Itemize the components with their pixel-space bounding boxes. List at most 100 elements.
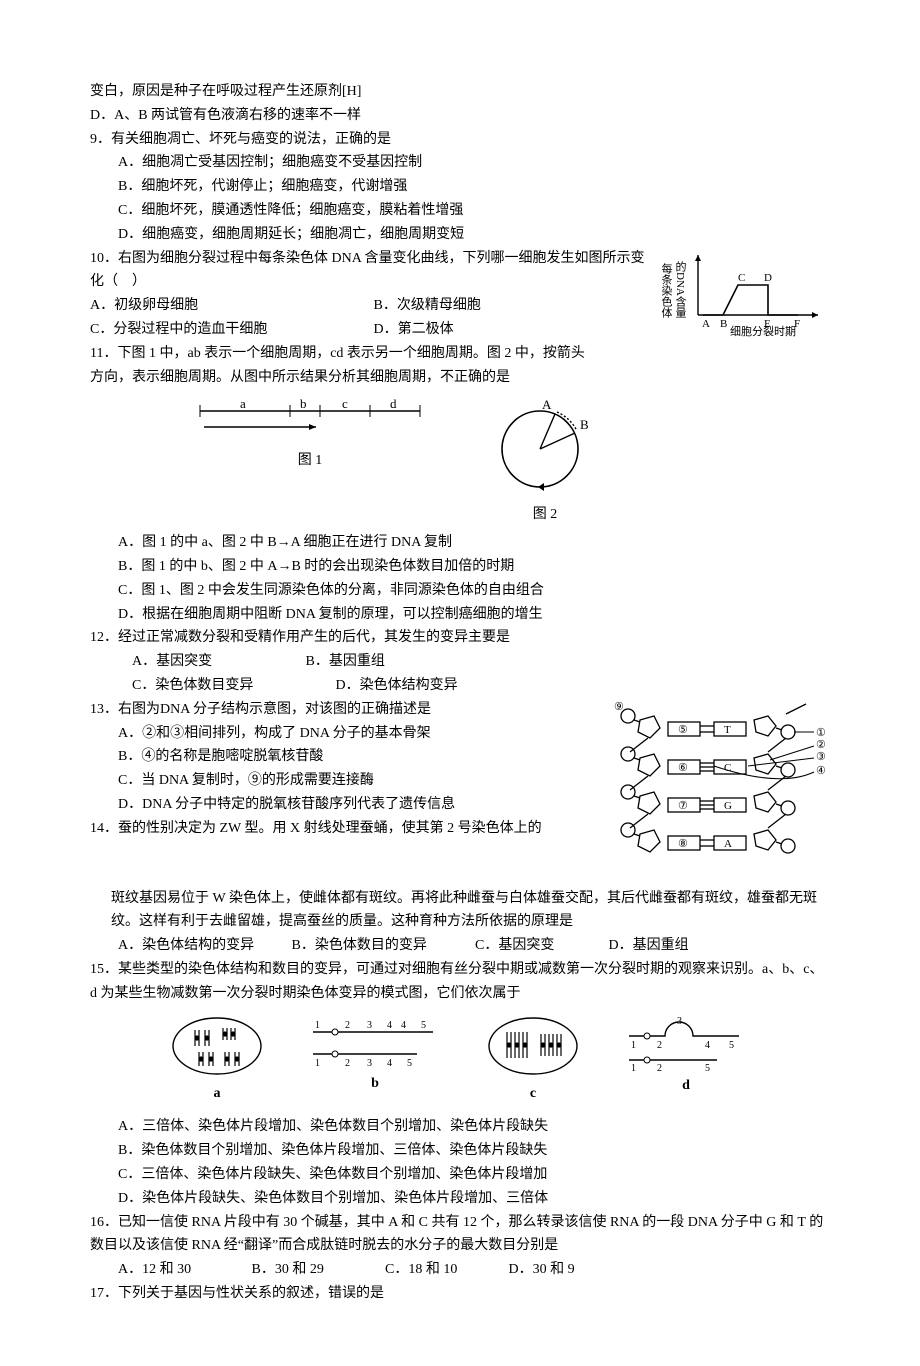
q15-opt-a: A．三倍体、染色体片段增加、染色体数目个别增加、染色体片段缺失 bbox=[90, 1115, 830, 1139]
svg-text:5: 5 bbox=[705, 1063, 710, 1072]
q11-opt-c: C．图 1、图 2 中会发生同源染色体的分离，非同源染色体的自由组合 bbox=[90, 579, 830, 603]
q11-opt-b: B．图 1 的中 b、图 2 中 A→B 时的会出现染色体数目加倍的时期 bbox=[90, 555, 830, 579]
q11-opt-a: A．图 1 的中 a、图 2 中 B→A 细胞正在进行 DNA 复制 bbox=[90, 531, 830, 555]
q15-fig-c: c bbox=[485, 1016, 581, 1106]
svg-text:2: 2 bbox=[345, 1020, 350, 1031]
svg-text:3: 3 bbox=[367, 1020, 372, 1031]
q10-chart: 每条染色体 的DNA含量 C D A B E F 细胞分裂时期 bbox=[660, 247, 830, 346]
q9-stem: 9．有关细胞凋亡、坏死与癌变的说法，正确的是 bbox=[90, 128, 830, 152]
svg-text:4: 4 bbox=[705, 1040, 710, 1051]
svg-text:D: D bbox=[764, 272, 772, 284]
q10-opt-d: D．第二极体 bbox=[374, 318, 454, 342]
q13-dna-figure: ⑤ T ⑥ C ⑦ G ⑧ A bbox=[610, 698, 830, 887]
q12-opt-b: B．基因重组 bbox=[306, 650, 385, 674]
svg-text:2: 2 bbox=[657, 1063, 662, 1072]
q15-fig-c-label: c bbox=[530, 1082, 536, 1106]
q15-stem: 15．某些类型的染色体结构和数目的变异，可通过对细胞有丝分裂中期或减数第一次分裂… bbox=[90, 958, 830, 1006]
svg-text:B: B bbox=[720, 318, 727, 330]
q10-opt-c: C．分裂过程中的造血干细胞 bbox=[90, 318, 370, 342]
q16-opt-b: B．30 和 29 bbox=[252, 1258, 382, 1282]
q15-figures: a 1 2 3 4 4 5 1 2 3 4 5 b bbox=[90, 1016, 830, 1106]
q11-fig2: A B 图 2 bbox=[490, 397, 600, 527]
svg-text:b: b bbox=[300, 397, 307, 411]
svg-text:A: A bbox=[542, 397, 552, 412]
q14-opts: A．染色体结构的变异 B．染色体数目的变异 C．基因突变 D．基因重组 bbox=[90, 934, 830, 958]
svg-text:B: B bbox=[580, 417, 589, 432]
q10-opt-b: B．次级精母细胞 bbox=[374, 294, 481, 318]
svg-text:G: G bbox=[724, 800, 732, 812]
q15-fig-b-label: b bbox=[371, 1072, 379, 1096]
q15-fig-a-label: a bbox=[214, 1082, 221, 1106]
q11-fig1-label: 图 1 bbox=[298, 449, 323, 473]
svg-text:⑨: ⑨ bbox=[614, 701, 624, 713]
q12-row1: A．基因突变 B．基因重组 bbox=[90, 650, 830, 674]
q14-opt-a: A．染色体结构的变异 bbox=[118, 934, 288, 958]
svg-text:1: 1 bbox=[631, 1063, 636, 1072]
q12-opt-a: A．基因突变 bbox=[132, 650, 302, 674]
q15-fig-a: a bbox=[169, 1016, 265, 1106]
svg-text:C: C bbox=[738, 272, 745, 284]
svg-text:2: 2 bbox=[345, 1058, 350, 1069]
svg-text:⑧: ⑧ bbox=[678, 838, 688, 850]
q11-fig1: a b c d 图 1 bbox=[190, 397, 430, 473]
svg-text:A: A bbox=[724, 838, 732, 850]
svg-text:A: A bbox=[702, 318, 710, 330]
svg-text:⑦: ⑦ bbox=[678, 800, 688, 812]
svg-text:4: 4 bbox=[387, 1058, 392, 1069]
q11-figures: a b c d 图 1 A B 图 2 bbox=[190, 397, 830, 527]
svg-text:④: ④ bbox=[816, 765, 826, 777]
svg-text:2: 2 bbox=[657, 1040, 662, 1051]
q15-fig-b: 12 34 45 12 34 5 b bbox=[305, 1016, 445, 1106]
q12-opt-d: D．染色体结构变异 bbox=[336, 674, 458, 698]
svg-text:a: a bbox=[240, 397, 246, 411]
q17-stem: 17．下列关于基因与性状关系的叙述，错误的是 bbox=[90, 1282, 830, 1306]
q15-fig-d: 3 1 2 4 5 1 2 5 d bbox=[621, 1016, 751, 1106]
svg-text:d: d bbox=[390, 397, 397, 411]
svg-text:每条染色体: 每条染色体 bbox=[660, 261, 673, 317]
pre-q9-line-1: 变白，原因是种子在呼吸过程产生还原剂[H] bbox=[90, 80, 830, 104]
q14-opt-b: B．染色体数目的变异 bbox=[292, 934, 472, 958]
q12-row2: C．染色体数目变异 D．染色体结构变异 bbox=[90, 674, 830, 698]
svg-text:C: C bbox=[724, 762, 731, 774]
q12-opt-c: C．染色体数目变异 bbox=[132, 674, 332, 698]
q16-opt-a: A．12 和 30 bbox=[118, 1258, 248, 1282]
svg-text:①: ① bbox=[816, 727, 826, 739]
q16-opts: A．12 和 30 B．30 和 29 C．18 和 10 D．30 和 9 bbox=[90, 1258, 830, 1282]
q14-opt-d: D．基因重组 bbox=[609, 934, 689, 958]
q14-opt-c: C．基因突变 bbox=[475, 934, 605, 958]
q15-opt-c: C．三倍体、染色体片段缺失、染色体数目个别增加、染色体片段增加 bbox=[90, 1163, 830, 1187]
q9-opt-c: C．细胞坏死，膜通透性降低；细胞癌变，膜粘着性增强 bbox=[90, 199, 830, 223]
q16-opt-d: D．30 和 9 bbox=[509, 1258, 575, 1282]
svg-text:③: ③ bbox=[816, 751, 826, 763]
svg-text:的DNA含量: 的DNA含量 bbox=[674, 259, 687, 317]
q9-opt-b: B．细胞坏死，代谢停止；细胞癌变，代谢增强 bbox=[90, 175, 830, 199]
svg-text:1: 1 bbox=[315, 1020, 320, 1031]
svg-text:3: 3 bbox=[367, 1058, 372, 1069]
svg-text:4: 4 bbox=[387, 1020, 392, 1031]
svg-text:c: c bbox=[342, 397, 348, 411]
q9-opt-d: D．细胞癌变，细胞周期延长；细胞凋亡，细胞周期变短 bbox=[90, 223, 830, 247]
svg-text:3: 3 bbox=[677, 1016, 682, 1027]
q15-fig-d-label: d bbox=[682, 1074, 690, 1098]
svg-text:1: 1 bbox=[315, 1058, 320, 1069]
svg-text:5: 5 bbox=[421, 1020, 426, 1031]
svg-text:5: 5 bbox=[407, 1058, 412, 1069]
q15-opt-b: B．染色体数目个别增加、染色体片段增加、三倍体、染色体片段缺失 bbox=[90, 1139, 830, 1163]
svg-text:5: 5 bbox=[729, 1040, 734, 1051]
svg-text:⑤: ⑤ bbox=[678, 724, 688, 736]
svg-text:②: ② bbox=[816, 739, 826, 751]
q10-opt-a: A．初级卵母细胞 bbox=[90, 294, 370, 318]
pre-q9-line-2: D．A、B 两试管有色液滴右移的速率不一样 bbox=[90, 104, 830, 128]
svg-text:⑥: ⑥ bbox=[678, 762, 688, 774]
q9-opt-a: A．细胞凋亡受基因控制；细胞癌变不受基因控制 bbox=[90, 151, 830, 175]
q11-opt-d: D．根据在细胞周期中阻断 DNA 复制的原理，可以控制癌细胞的增生 bbox=[90, 603, 830, 627]
svg-text:细胞分裂时期: 细胞分裂时期 bbox=[730, 325, 796, 337]
svg-text:1: 1 bbox=[631, 1040, 636, 1051]
q11-fig2-label: 图 2 bbox=[533, 503, 558, 527]
q11-stem-2: 方向，表示细胞周期。从图中所示结果分析其细胞周期，不正确的是 bbox=[90, 366, 830, 390]
q15-opt-d: D．染色体片段缺失、染色体数目个别增加、染色体片段增加、三倍体 bbox=[90, 1187, 830, 1211]
q14-stem-2: 斑纹基因易位于 W 染色体上，使雌体都有斑纹。再将此种雌蚕与白体雄蚕交配，其后代… bbox=[90, 887, 830, 935]
q16-opt-c: C．18 和 10 bbox=[385, 1258, 505, 1282]
q12-stem: 12．经过正常减数分裂和受精作用产生的后代，其发生的变异主要是 bbox=[90, 626, 830, 650]
q16-stem: 16．已知一信使 RNA 片段中有 30 个碱基，其中 A 和 C 共有 12 … bbox=[90, 1211, 830, 1259]
